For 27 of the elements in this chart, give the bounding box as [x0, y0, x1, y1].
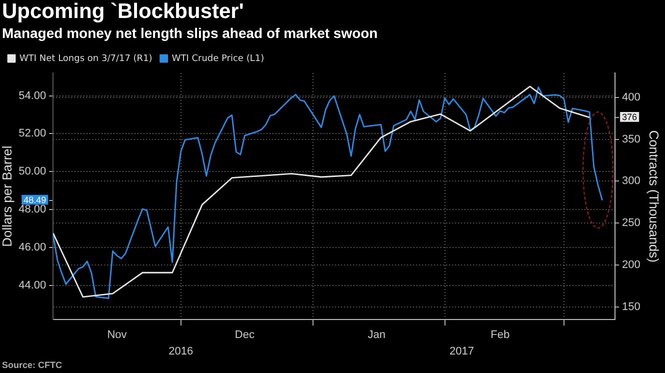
x2-tick-label: 2017 [450, 345, 474, 358]
y2-tick-label: 150 [622, 301, 640, 314]
y-tick-label: 44.00 [18, 279, 46, 292]
chart-title: Upcoming `Blockbuster' [2, 0, 244, 24]
source-note: Source: CFTC [2, 360, 62, 370]
y-tick-label: 52.00 [18, 128, 46, 140]
y-tick-label: 48.00 [18, 204, 46, 216]
y-tick-label: 54.00 [18, 90, 46, 102]
x-tick-label: Feb [490, 329, 510, 342]
y-tick-label: 48.49 [24, 194, 46, 205]
legend-label: WTI Net Longs on 3/7/17 (R1) [20, 54, 152, 64]
chart-subtitle: Managed money net length slips ahead of market swoon [2, 25, 378, 41]
y2-tick-label: 300 [622, 175, 640, 188]
y-tick-label: 46.00 [18, 242, 46, 254]
y2-tick-label: 350 [622, 133, 640, 146]
x-tick-label: Jan [368, 329, 386, 342]
y2-tick-label: 200 [622, 259, 640, 272]
legend-label: WTI Crude Price (L1) [172, 54, 264, 64]
y-axis-title: Dollars per Barrel [0, 146, 14, 247]
x2-tick-label: 2016 [168, 345, 194, 358]
y2-tick-label: 400 [622, 91, 640, 104]
y-tick-label: 50.00 [18, 166, 46, 178]
x-tick-label: Dec [234, 329, 255, 342]
y2-tick-label: 250 [622, 217, 640, 230]
y2-axis-title: Contracts (Thousands) [646, 130, 662, 262]
x-tick-label: Nov [107, 329, 128, 342]
y2-tick-label: 376 [622, 112, 638, 122]
